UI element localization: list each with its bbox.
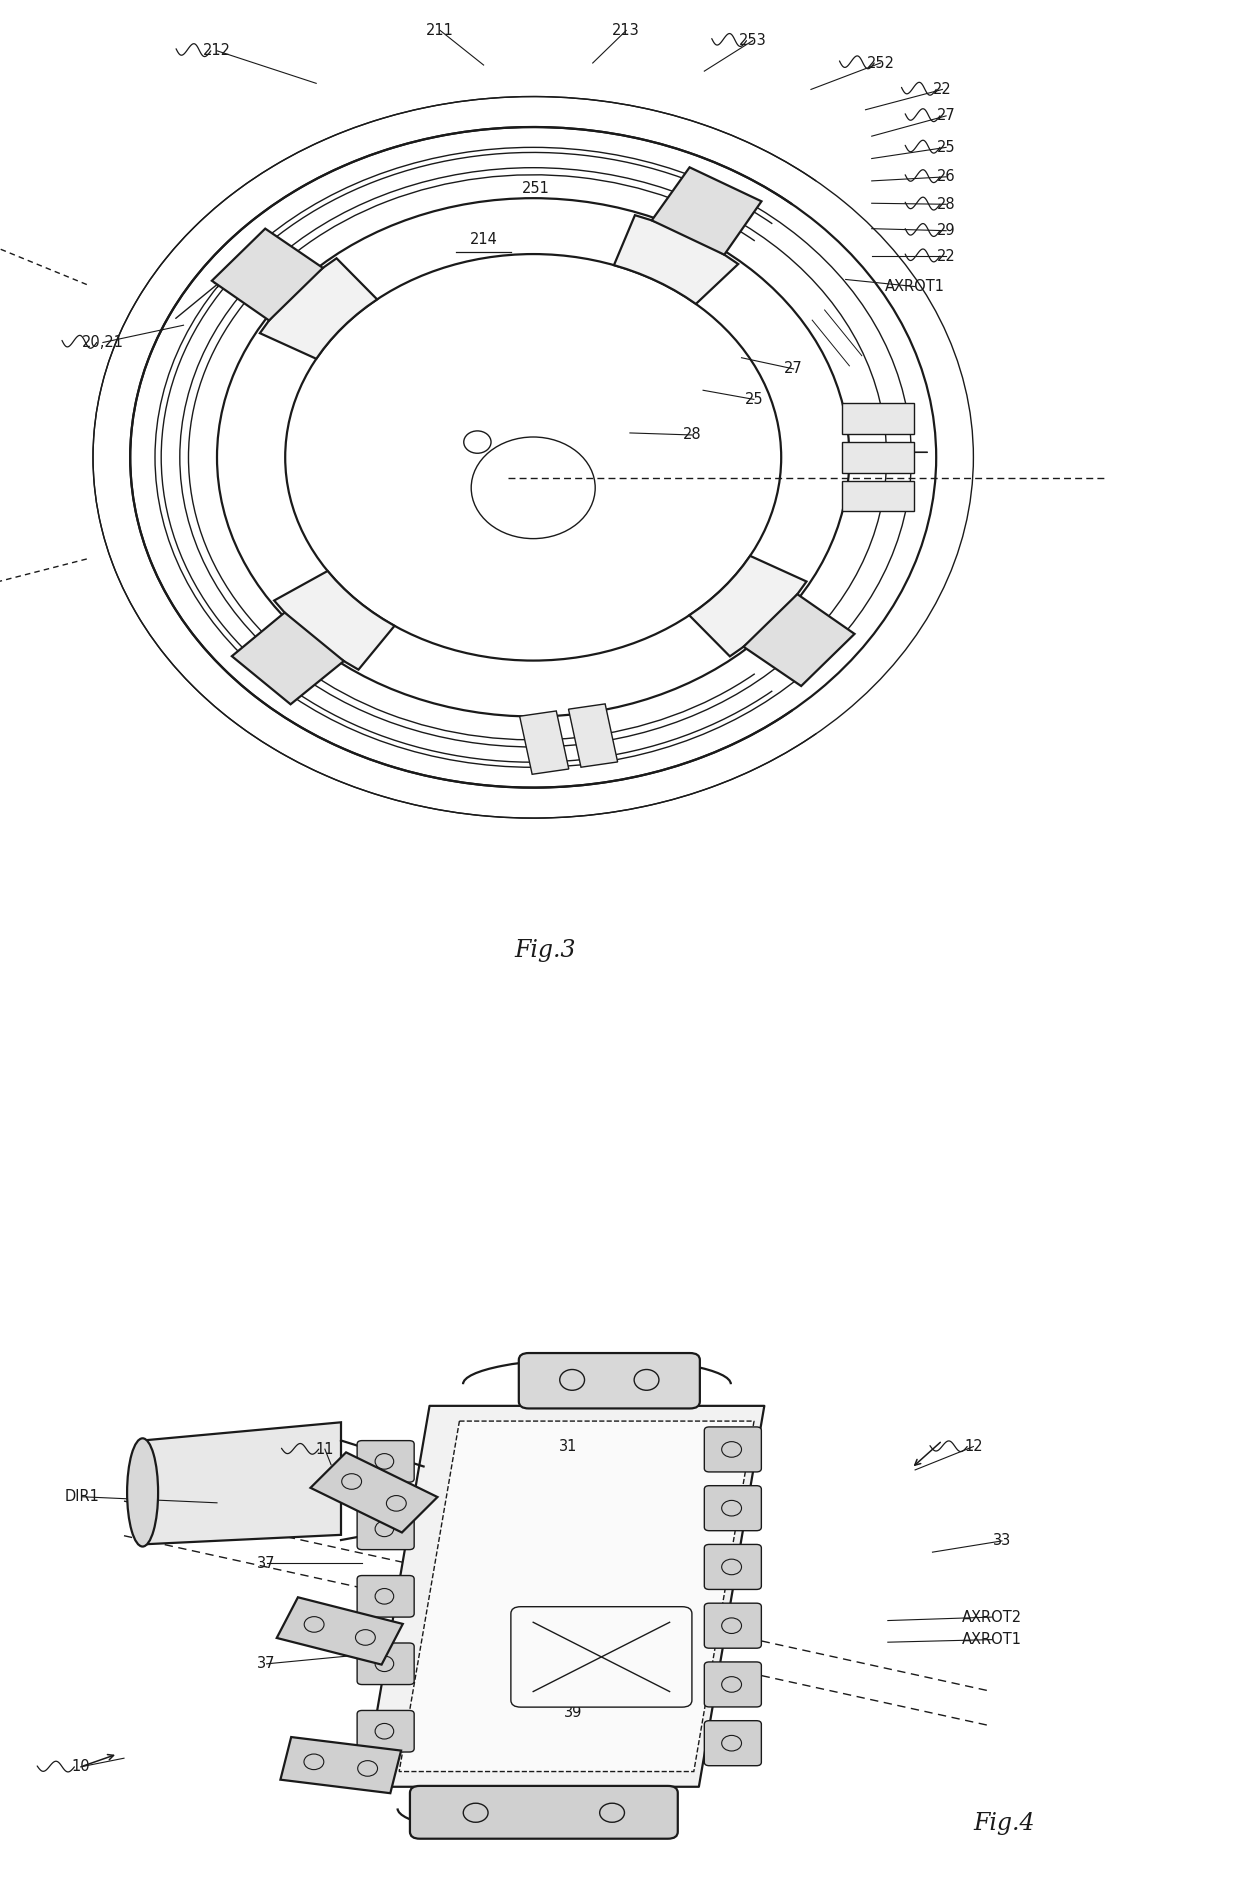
Polygon shape [399,1421,754,1771]
Polygon shape [232,612,343,704]
Text: 212: 212 [203,43,231,58]
Text: 11: 11 [316,1442,334,1457]
Text: AXROT1: AXROT1 [885,279,945,294]
Polygon shape [143,1423,341,1545]
Polygon shape [842,480,914,512]
Text: 20,21: 20,21 [82,335,124,350]
Polygon shape [274,570,394,670]
FancyBboxPatch shape [357,1575,414,1617]
Polygon shape [689,555,806,657]
Text: 29: 29 [936,224,956,239]
Text: 252: 252 [867,55,894,70]
Text: 213: 213 [613,23,640,38]
FancyBboxPatch shape [410,1786,678,1839]
FancyBboxPatch shape [704,1603,761,1649]
Ellipse shape [128,1438,159,1547]
Text: 28: 28 [936,198,956,213]
Text: DIR1: DIR1 [64,1489,99,1504]
Polygon shape [842,442,914,472]
Text: 251: 251 [522,181,549,196]
Polygon shape [365,1406,764,1786]
FancyBboxPatch shape [357,1643,414,1684]
Polygon shape [744,595,854,687]
Text: 22: 22 [936,248,956,263]
Text: Fig.4: Fig.4 [973,1812,1035,1835]
FancyBboxPatch shape [518,1353,699,1408]
Polygon shape [310,1453,438,1532]
Polygon shape [614,215,738,303]
Text: Fig.3: Fig.3 [515,939,577,962]
Polygon shape [652,167,761,254]
FancyBboxPatch shape [357,1507,414,1549]
Text: 31: 31 [559,1440,577,1455]
Text: 33: 33 [993,1534,1011,1549]
Polygon shape [277,1598,403,1664]
FancyBboxPatch shape [704,1662,761,1707]
Polygon shape [842,403,914,435]
Polygon shape [212,228,322,320]
Text: 27: 27 [936,109,956,124]
Text: 28: 28 [682,427,702,442]
Text: 40: 40 [616,1807,636,1822]
Text: 25: 25 [744,391,764,407]
Polygon shape [260,258,377,359]
Polygon shape [280,1737,401,1794]
Text: 22: 22 [932,83,952,98]
FancyBboxPatch shape [704,1720,761,1765]
Text: 10: 10 [71,1760,91,1775]
Text: 37: 37 [258,1556,275,1571]
Text: 39: 39 [564,1705,582,1720]
FancyBboxPatch shape [357,1711,414,1752]
FancyBboxPatch shape [704,1485,761,1530]
Text: 253: 253 [739,34,766,49]
Text: AXROT1: AXROT1 [962,1632,1022,1647]
FancyBboxPatch shape [704,1427,761,1472]
Text: 211: 211 [427,23,454,38]
FancyBboxPatch shape [511,1607,692,1707]
Text: 27: 27 [784,361,804,376]
Text: 12: 12 [963,1440,983,1455]
FancyBboxPatch shape [704,1545,761,1590]
Polygon shape [520,711,569,774]
Text: 214: 214 [470,231,497,247]
FancyBboxPatch shape [357,1440,414,1483]
Text: 37: 37 [339,1746,356,1762]
Text: 37: 37 [258,1656,275,1671]
Polygon shape [568,704,618,768]
Text: 25: 25 [936,139,956,154]
Text: 26: 26 [936,169,956,184]
Text: AXROT2: AXROT2 [962,1609,1022,1624]
